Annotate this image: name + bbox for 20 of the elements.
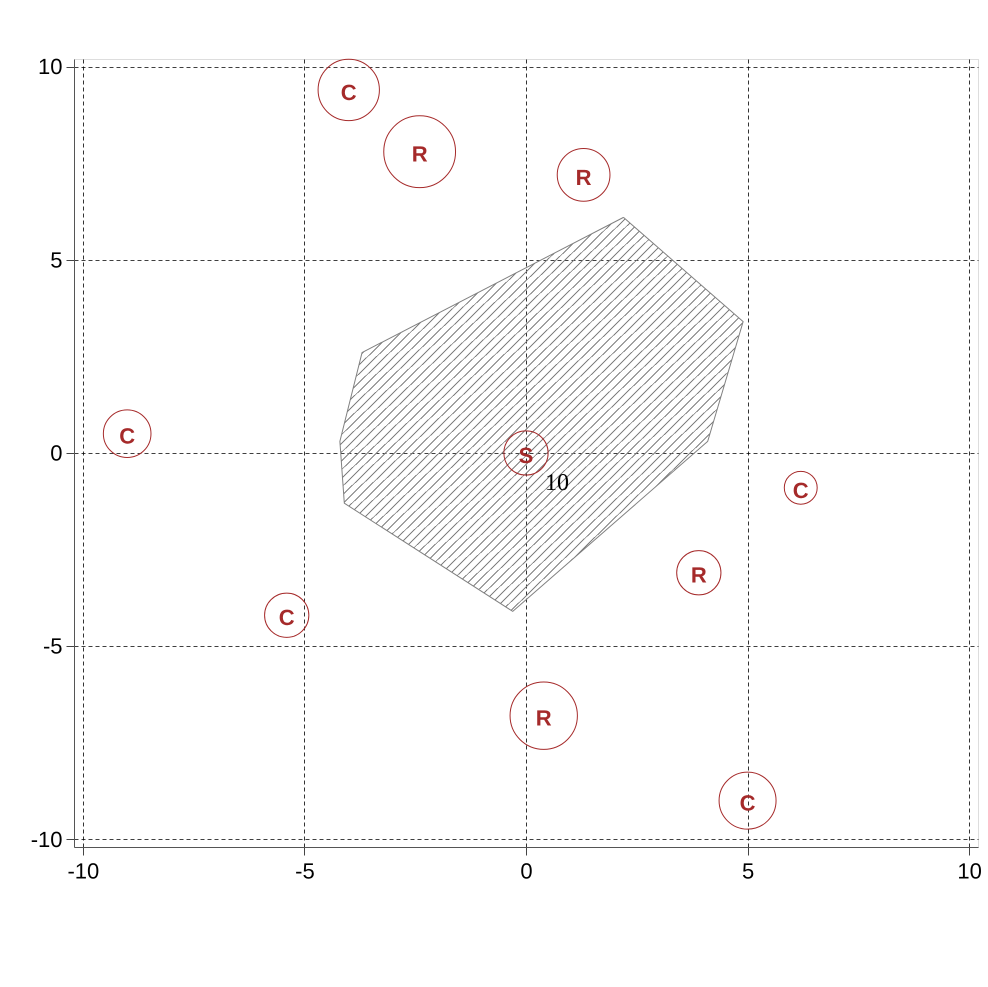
x-tick-label: 10 [957,858,982,884]
x-tick-label: -5 [295,858,315,884]
text: R [576,164,592,190]
text: R [536,706,552,731]
x-tick-label: 0 [520,858,533,884]
y-tick-label: 0 [50,440,62,466]
annotation: 10 [545,470,569,496]
text: R [412,142,428,167]
text: C [119,424,136,449]
text: C [340,80,357,105]
y-tick-label: -5 [42,634,62,659]
text: C [278,605,295,630]
y-tick-label: 5 [50,247,62,272]
text: C [740,790,756,816]
series-label: R [690,562,707,588]
series-label: C [792,478,809,503]
x-tick-label: -10 [67,858,100,884]
x-tick-label: 5 [742,858,754,884]
y-tick-label: 10 [38,54,62,80]
y-tick-label: -10 [30,826,62,852]
